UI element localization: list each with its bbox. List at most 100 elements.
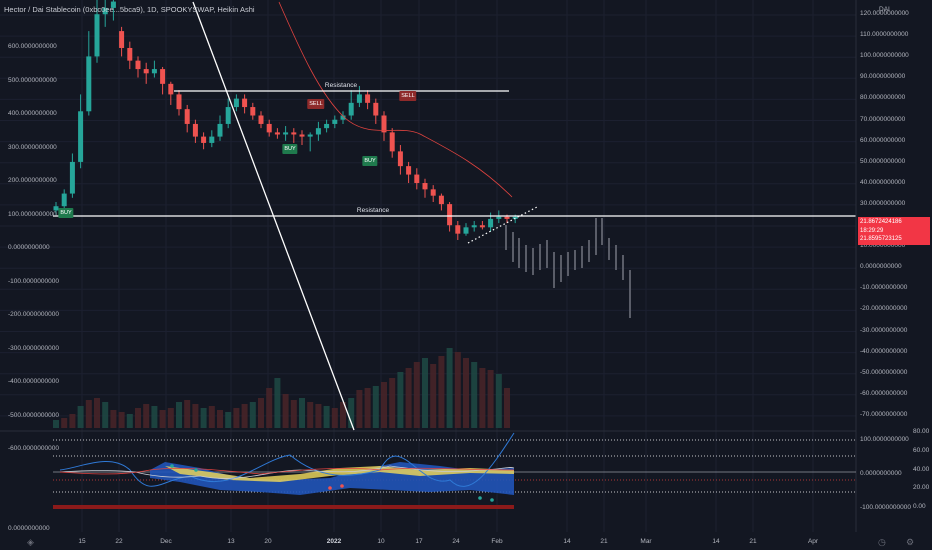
volume-bar	[217, 410, 223, 428]
osc-tick-label: 40.00	[913, 466, 930, 473]
symbol-header[interactable]: Hector / Dai Stablecoin (0xbc0ee...5bca9…	[4, 5, 257, 14]
osc-tick-label: 0.00	[913, 503, 926, 510]
volume-bar	[356, 390, 363, 428]
axis-tick-label: 400.0000000000	[8, 110, 57, 117]
symbol-title[interactable]: Hector / Dai Stablecoin (0xbc0ee...5bca9…	[4, 5, 255, 14]
axis-tick-label: -30.0000000000	[860, 326, 908, 334]
date-tick-label: 22	[115, 538, 123, 545]
volume-bar	[200, 408, 207, 428]
volume-bar	[307, 402, 314, 428]
candle-body	[496, 216, 502, 219]
osc-signal-dot	[478, 496, 482, 500]
date-tick-label: 24	[452, 538, 460, 545]
volume-bar	[69, 414, 76, 428]
osc-signal-line	[59, 432, 515, 487]
axis-tick-label: 0.0000000000	[8, 244, 50, 251]
volume-bar	[389, 378, 396, 428]
resistance-label-bottom: Resistance	[356, 207, 390, 214]
date-tick-label: Mar	[640, 538, 652, 545]
axis-tick-label: -50.0000000000	[860, 368, 908, 376]
volume-bar	[299, 398, 305, 428]
volume-bar	[315, 404, 322, 428]
volume-bar	[422, 358, 428, 428]
candle-body	[274, 132, 280, 135]
date-tick-label: 15	[78, 538, 86, 545]
volume-bar	[241, 404, 248, 428]
axis-tick-label: 120.0000000000	[860, 10, 909, 17]
buy-signal-badge: BUY	[362, 156, 378, 166]
candle-body	[258, 115, 264, 124]
candle-body	[488, 218, 494, 228]
axis-tick-label: 50.0000000000	[860, 157, 906, 165]
date-tick-label: 20	[264, 538, 272, 545]
osc-tick-label: 20.00	[913, 484, 930, 491]
axis-tick-label: 10.0000000000	[860, 242, 906, 250]
candle-body	[242, 98, 248, 108]
volume-bar	[340, 402, 346, 428]
volume-bar	[487, 370, 494, 428]
osc-signal-dot	[490, 498, 494, 502]
candle-body	[184, 109, 190, 124]
candle-body	[201, 136, 207, 143]
candle-body	[283, 132, 289, 135]
candle-body	[86, 56, 92, 112]
volume-bar	[225, 412, 232, 428]
gear-icon[interactable]: ⚙	[906, 537, 915, 547]
axis-tick-label: 0.0000000000	[8, 525, 50, 532]
volume-bar	[405, 368, 412, 428]
volume-bar	[372, 386, 379, 428]
osc-tick-label: 0.0000000000	[860, 470, 902, 477]
volume-bar	[159, 410, 166, 428]
volume-bar	[323, 406, 330, 428]
volume-bar	[126, 414, 133, 428]
date-tick-label: 17	[415, 538, 423, 545]
projected-price-bars	[505, 218, 631, 318]
candle-body	[110, 1, 116, 8]
axis-tick-label: -400.0000000000	[8, 378, 59, 385]
axis-tick-label: 40.0000000000	[860, 178, 906, 186]
support-dotted-line	[467, 206, 538, 244]
volume-bar	[430, 364, 437, 428]
osc-signal-dot	[340, 484, 344, 488]
candle-body	[299, 134, 305, 137]
axis-tick-label: 30.0000000000	[860, 199, 906, 207]
currency-label: DAI	[879, 6, 890, 13]
volume-bar	[274, 378, 281, 428]
candle-body	[53, 206, 59, 211]
candle-body	[471, 225, 477, 228]
osc-tick-label: 80.00	[913, 428, 930, 435]
date-tick-label: 14	[712, 538, 720, 545]
date-tick-label: Dec	[160, 538, 172, 545]
sell-signal-badge: SELL	[399, 91, 417, 101]
axis-tick-label: -300.0000000000	[8, 344, 59, 352]
volume-bar	[397, 372, 404, 428]
volume-bars	[53, 348, 510, 428]
volume-bar	[85, 400, 92, 428]
calendar-icon[interactable]: ◷	[878, 537, 886, 547]
volume-bar	[282, 394, 289, 428]
candle-body	[381, 115, 387, 133]
candle-body	[447, 204, 453, 226]
volume-bar	[266, 388, 273, 428]
candle-body	[389, 132, 395, 152]
volume-bar	[233, 408, 240, 428]
axis-tick-label: 200.0000000000	[8, 177, 57, 184]
volume-bar	[143, 404, 150, 428]
volume-bar	[471, 362, 478, 428]
candle-body	[102, 7, 108, 15]
volume-bar	[176, 402, 182, 428]
candle-body	[324, 123, 330, 129]
axis-tick-label: -20.0000000000	[860, 305, 908, 313]
tradingview-logo-icon[interactable]: ◈	[27, 537, 34, 547]
candle-body	[463, 227, 469, 234]
volume-bar	[208, 406, 215, 428]
candle-body	[266, 123, 272, 133]
candle-body	[504, 216, 510, 219]
axis-tick-label: 0.0000000000	[860, 263, 902, 271]
osc-bottom-band	[53, 505, 514, 509]
sell-signal-badge: SELL	[307, 99, 325, 109]
osc-signal-dot	[328, 486, 332, 490]
candle-body	[160, 69, 166, 84]
axis-tick-label: 500.0000000000	[8, 76, 57, 84]
